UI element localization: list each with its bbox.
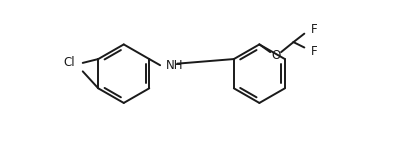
Text: Cl: Cl (63, 56, 75, 69)
Text: F: F (310, 45, 317, 58)
Text: O: O (272, 49, 281, 62)
Text: NH: NH (166, 59, 184, 73)
Text: F: F (310, 23, 317, 36)
